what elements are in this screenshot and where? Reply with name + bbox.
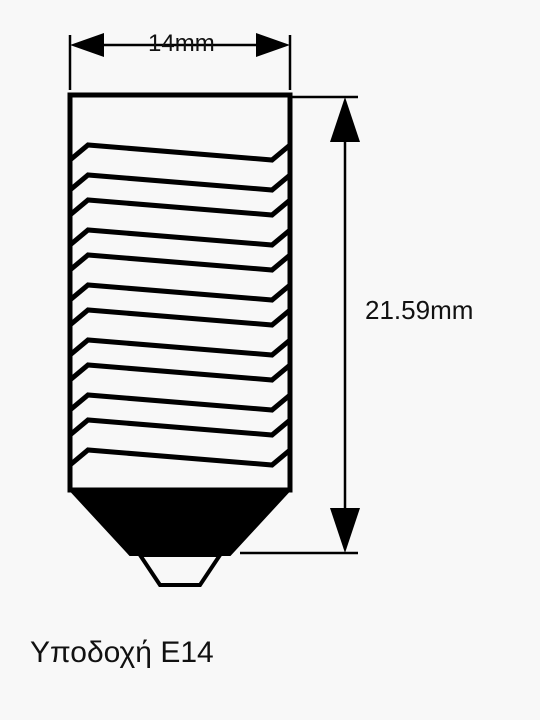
socket-body (70, 95, 290, 585)
diagram-caption: Υποδοχή Ε14 (30, 636, 214, 670)
socket-diagram (0, 0, 540, 720)
width-dimension-label: 14mm (148, 30, 215, 58)
diagram-container: 14mm 21.59mm Υποδοχή Ε14 (0, 0, 540, 720)
socket-contact-tip (140, 555, 220, 585)
threads (70, 145, 290, 465)
socket-base (70, 490, 290, 555)
height-dimension-label: 21.59mm (365, 295, 473, 326)
